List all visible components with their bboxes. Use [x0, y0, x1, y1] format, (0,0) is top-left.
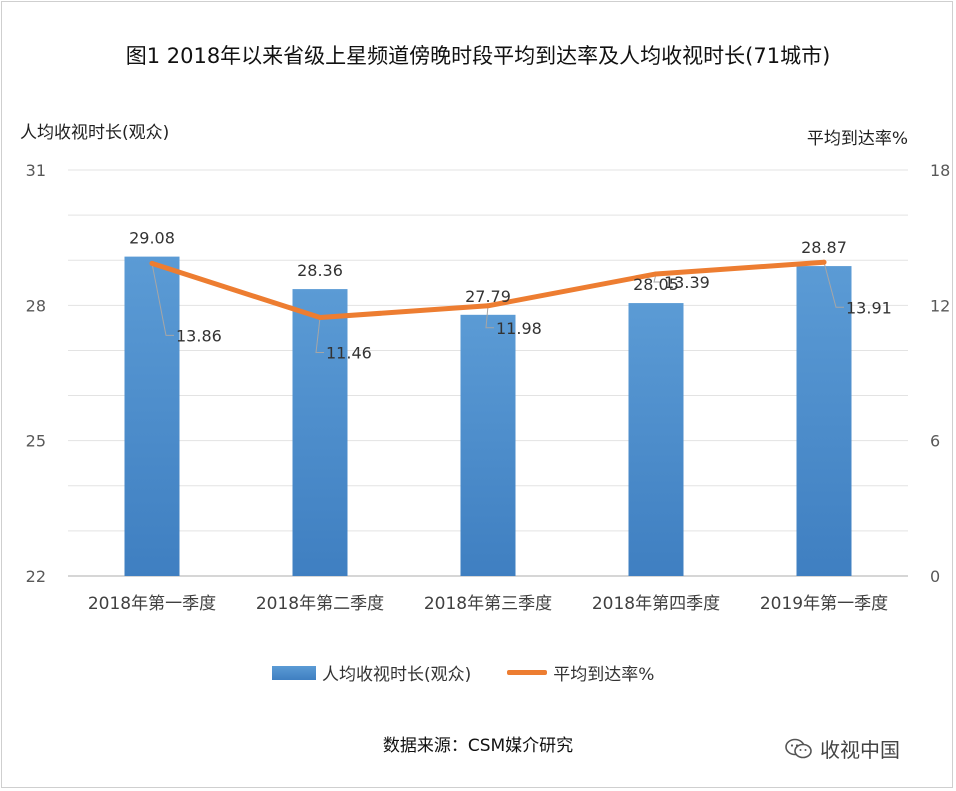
bar-value-label: 28.36	[297, 261, 343, 280]
legend-line-swatch	[507, 670, 548, 675]
chart-title: 图1 2018年以来省级上星频道傍晚时段平均到达率及人均收视时长(71城市)	[125, 44, 831, 68]
bar	[292, 289, 348, 576]
line-value-label: 11.46	[326, 344, 372, 363]
bar	[124, 256, 180, 576]
line-point	[821, 259, 827, 265]
right-tick-label: 12	[930, 296, 950, 315]
category-label: 2018年第一季度	[88, 594, 216, 614]
watermark-text: 收视中国	[820, 738, 900, 762]
line-point	[149, 260, 155, 266]
right-tick-label: 18	[930, 161, 950, 180]
legend-bar-label: 人均收视时长(观众)	[322, 665, 472, 685]
line-point	[653, 271, 659, 277]
line-value-label: 11.98	[496, 319, 542, 338]
right-axis-title: 平均到达率%	[806, 129, 908, 149]
bar	[460, 314, 516, 576]
bar	[628, 303, 684, 576]
legend-bar-swatch	[272, 665, 316, 680]
watermark: 收视中国	[784, 734, 900, 763]
right-tick-label: 6	[930, 432, 940, 451]
bar-value-label: 29.08	[129, 229, 175, 248]
left-tick-label: 28	[26, 296, 46, 315]
legend-line-label: 平均到达率%	[553, 665, 655, 685]
legend: 人均收视时长(观众) 平均到达率%	[272, 660, 654, 685]
line-point	[317, 315, 323, 321]
line-point	[485, 303, 491, 309]
bar-value-label: 28.05	[633, 275, 679, 294]
line-value-label: 13.86	[176, 326, 222, 345]
left-tick-label: 25	[26, 432, 46, 451]
line-value-label: 13.91	[846, 298, 892, 317]
wechat-icon	[785, 738, 812, 758]
leader-line	[151, 263, 174, 336]
source-note: 数据来源：CSM媒介研究	[382, 736, 574, 756]
category-label: 2018年第四季度	[592, 594, 720, 614]
right-tick-label: 0	[930, 567, 940, 586]
left-tick-label: 22	[26, 567, 46, 586]
line-value-label: 13.39	[664, 273, 710, 292]
category-label: 2018年第三季度	[424, 594, 552, 614]
bar-value-label: 28.87	[801, 238, 847, 257]
category-label: 2019年第一季度	[760, 594, 888, 614]
category-label: 2018年第二季度	[256, 594, 384, 614]
left-tick-label: 31	[26, 161, 46, 180]
leader-line	[485, 305, 494, 329]
left-axis-title: 人均收视时长(观众)	[20, 123, 170, 143]
chart-plot: 22 25 28 31 0 6 12 18 2018年第一季度 2018年第二季度 2018年第…	[26, 161, 951, 614]
bar	[796, 266, 852, 576]
leader-line	[823, 262, 844, 308]
leader-line	[315, 317, 324, 354]
bar-value-label: 27.79	[465, 287, 511, 306]
